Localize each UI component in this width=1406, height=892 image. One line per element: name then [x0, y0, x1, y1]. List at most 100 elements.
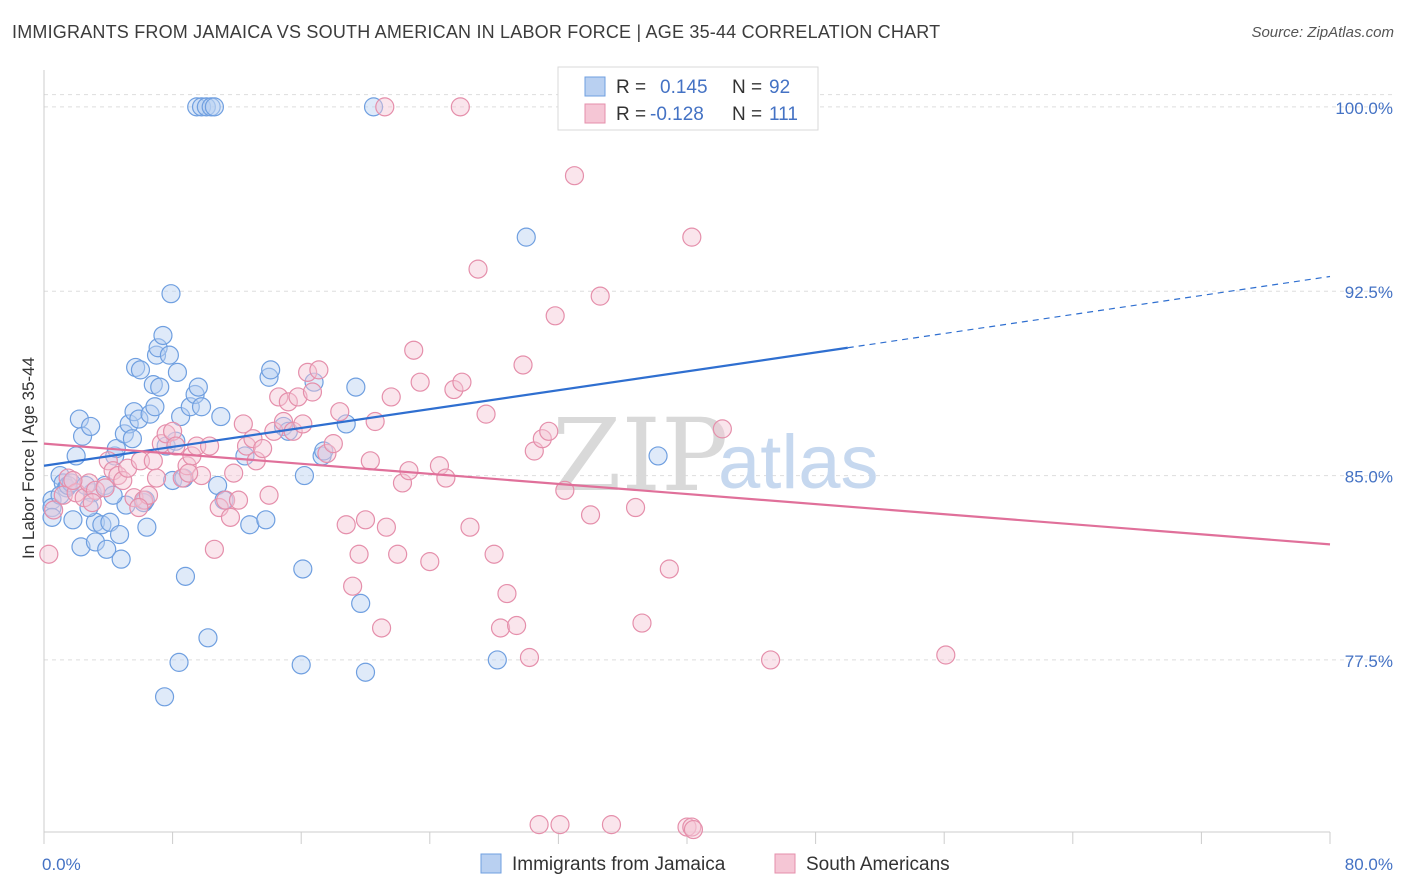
y-tick-label: 92.5%	[1345, 283, 1393, 302]
data-point-south-american	[177, 456, 197, 476]
data-point-south-american	[420, 552, 440, 572]
data-point-jamaica	[161, 284, 181, 304]
data-point-south-american	[179, 463, 199, 483]
data-point-south-american	[388, 544, 408, 564]
data-point-south-american	[253, 438, 273, 459]
data-point-jamaica	[363, 97, 384, 117]
data-point-jamaica	[355, 662, 376, 682]
data-point-south-american	[513, 355, 533, 375]
data-point-jamaica	[81, 416, 101, 437]
watermark-atlas: atlas	[718, 420, 879, 505]
data-point-jamaica	[85, 532, 106, 552]
data-point-south-american	[228, 490, 249, 510]
legend-swatch-south-american	[584, 103, 606, 124]
data-point-jamaica	[119, 414, 139, 434]
watermark: ZIP atlas	[552, 397, 879, 514]
watermark-zip: ZIP	[552, 397, 728, 514]
chart-title: IMMIGRANTS FROM JAMAICA VS SOUTH AMERICA…	[12, 22, 941, 42]
data-point-south-american	[476, 404, 496, 424]
data-point-jamaica	[191, 397, 212, 417]
data-point-jamaica	[314, 441, 334, 461]
data-point-south-american	[288, 387, 308, 407]
data-point-south-american	[490, 618, 511, 638]
data-point-south-american	[632, 613, 652, 633]
legend: R = 0.145 N = 92 R = -0.128 N = 111	[557, 66, 819, 131]
data-point-south-american	[507, 615, 527, 636]
data-point-south-american	[317, 443, 337, 464]
data-point-south-american	[460, 517, 480, 537]
x-tick-label-max: 80.0%	[1345, 855, 1393, 874]
y-tick-label: 77.5%	[1345, 652, 1393, 671]
data-point-south-american	[404, 340, 424, 360]
data-point-jamaica	[351, 593, 371, 614]
data-point-south-american	[278, 392, 298, 412]
bottom-legend-label-jamaica: Immigrants from Jamaica	[512, 854, 726, 875]
data-point-south-american	[371, 618, 392, 638]
data-point-south-american	[659, 559, 679, 579]
data-point-south-american	[550, 815, 570, 835]
data-point-south-american	[529, 815, 549, 835]
data-point-jamaica	[103, 485, 123, 505]
data-point-south-american	[452, 372, 472, 392]
data-point-south-american	[220, 507, 241, 527]
data-point-south-american	[683, 819, 704, 840]
legend-n-value-1: 92	[769, 77, 790, 98]
data-point-jamaica	[159, 345, 179, 365]
data-point-south-american	[936, 645, 956, 665]
data-point-jamaica	[336, 414, 356, 434]
data-point-south-american	[172, 468, 192, 488]
trend-line-jamaica-extension	[847, 275, 1331, 349]
legend-r-label-1: R =	[616, 77, 646, 98]
data-point-south-american	[113, 470, 133, 491]
data-point-jamaica	[304, 372, 324, 392]
data-point-south-american	[298, 362, 318, 382]
data-point-jamaica	[291, 655, 311, 675]
data-point-jamaica	[76, 475, 96, 496]
data-point-south-american	[580, 505, 601, 525]
data-point-jamaica	[198, 628, 218, 648]
data-point-jamaica	[169, 652, 189, 672]
data-point-jamaica	[204, 97, 224, 117]
data-point-jamaica	[294, 465, 315, 486]
data-point-jamaica	[261, 360, 281, 380]
data-point-south-american	[349, 544, 369, 564]
data-point-jamaica	[122, 429, 143, 449]
data-point-jamaica	[487, 650, 507, 670]
data-point-jamaica	[196, 97, 216, 117]
data-point-south-american	[450, 97, 470, 117]
bottom-legend-label-south-american: South Americans	[806, 854, 950, 875]
trend-line-jamaica	[43, 346, 848, 467]
data-point-south-american	[163, 421, 183, 441]
data-point-jamaica	[648, 446, 668, 466]
y-tick-label: 100.0%	[1335, 99, 1393, 118]
data-point-south-american	[381, 387, 401, 407]
data-point-jamaica	[150, 377, 170, 397]
data-points	[39, 97, 956, 840]
data-point-jamaica	[171, 406, 191, 427]
data-point-jamaica	[153, 325, 173, 346]
bottom-legend-swatch-south-american	[774, 853, 796, 874]
data-point-south-american	[682, 227, 702, 247]
data-point-jamaica	[211, 406, 231, 427]
data-point-south-american	[259, 485, 279, 505]
data-point-jamaica	[175, 566, 196, 586]
data-point-jamaica	[109, 524, 130, 545]
data-point-south-american	[625, 497, 646, 518]
data-point-south-american	[519, 647, 540, 668]
data-point-south-american	[564, 166, 585, 186]
data-point-south-american	[44, 500, 64, 520]
data-point-south-american	[376, 517, 396, 537]
data-point-south-american	[760, 650, 781, 670]
legend-r-value-2: -0.128	[650, 104, 704, 125]
legend-n-value-2: 111	[769, 104, 798, 125]
data-point-jamaica	[256, 510, 276, 530]
data-point-jamaica	[293, 559, 313, 579]
trend-lines	[43, 275, 1331, 546]
data-point-south-american	[497, 583, 517, 604]
data-point-jamaica	[72, 426, 93, 446]
data-point-jamaica	[148, 338, 168, 358]
data-point-jamaica	[42, 507, 62, 527]
trend-line-south-american	[43, 442, 1331, 546]
data-point-south-american	[336, 515, 356, 535]
data-point-south-american	[343, 576, 363, 596]
